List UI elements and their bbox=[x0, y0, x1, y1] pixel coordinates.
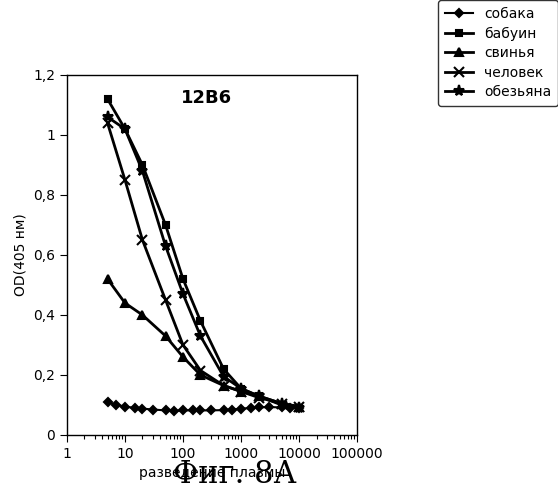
собака bbox=[180, 408, 186, 414]
обезьяна bbox=[255, 393, 262, 399]
собака bbox=[238, 406, 244, 411]
собака bbox=[197, 408, 204, 414]
человек bbox=[278, 400, 285, 406]
свинья bbox=[104, 276, 111, 282]
человек bbox=[162, 297, 169, 303]
свинья bbox=[255, 393, 262, 399]
Line: бабуин: бабуин bbox=[104, 96, 302, 411]
X-axis label: разведение плазмы: разведение плазмы bbox=[139, 466, 285, 480]
человек bbox=[238, 388, 244, 394]
бабуин bbox=[122, 126, 128, 132]
человек bbox=[255, 394, 262, 400]
собака bbox=[255, 404, 262, 410]
собака bbox=[266, 404, 272, 410]
обезьяна bbox=[180, 291, 186, 297]
человек bbox=[139, 237, 146, 243]
обезьяна bbox=[162, 243, 169, 249]
собака bbox=[296, 405, 302, 411]
бабуин bbox=[104, 96, 111, 102]
обезьяна bbox=[104, 114, 111, 120]
бабуин bbox=[197, 318, 204, 324]
обезьяна bbox=[197, 333, 204, 339]
человек bbox=[104, 120, 111, 126]
свинья bbox=[278, 400, 285, 406]
свинья bbox=[139, 312, 146, 318]
человек bbox=[197, 368, 204, 374]
бабуин bbox=[278, 402, 285, 408]
собака bbox=[190, 408, 196, 414]
собака bbox=[150, 406, 156, 412]
обезьяна bbox=[122, 126, 128, 132]
человек bbox=[220, 382, 227, 388]
обезьяна bbox=[238, 386, 244, 392]
собака bbox=[162, 408, 169, 414]
свинья bbox=[122, 300, 128, 306]
собака bbox=[132, 405, 138, 411]
свинья bbox=[238, 388, 244, 394]
человек bbox=[296, 404, 302, 409]
бабуин bbox=[255, 393, 262, 399]
человек bbox=[122, 177, 128, 183]
Line: обезьяна: обезьяна bbox=[102, 112, 305, 414]
собака bbox=[104, 399, 111, 405]
собака bbox=[278, 404, 285, 410]
обезьяна bbox=[296, 405, 302, 411]
свинья bbox=[296, 404, 302, 409]
Line: человек: человек bbox=[103, 118, 304, 412]
бабуин bbox=[238, 386, 244, 392]
собака bbox=[113, 402, 119, 408]
бабуин bbox=[296, 405, 302, 411]
обезьяна bbox=[139, 168, 146, 174]
Legend: собака, бабуин, свинья, человек, обезьяна: собака, бабуин, свинья, человек, обезьян… bbox=[438, 0, 558, 106]
собака bbox=[171, 408, 177, 414]
собака bbox=[122, 404, 128, 409]
Text: Фиг. 8А: Фиг. 8А bbox=[172, 459, 296, 490]
обезьяна bbox=[278, 400, 285, 406]
Text: 12B6: 12B6 bbox=[181, 90, 232, 108]
Y-axis label: OD(405 нм): OD(405 нм) bbox=[13, 214, 27, 296]
человек bbox=[180, 342, 186, 348]
собака bbox=[287, 405, 294, 411]
бабуин bbox=[162, 222, 169, 228]
бабуин bbox=[139, 162, 146, 168]
бабуин bbox=[180, 276, 186, 282]
собака bbox=[220, 407, 227, 413]
Line: собака: собака bbox=[105, 399, 302, 414]
свинья bbox=[180, 354, 186, 360]
обезьяна bbox=[220, 374, 227, 380]
Line: свинья: свинья bbox=[103, 275, 303, 410]
свинья bbox=[197, 372, 204, 378]
собака bbox=[248, 405, 254, 411]
собака bbox=[229, 406, 235, 412]
собака bbox=[208, 408, 214, 414]
бабуин bbox=[220, 366, 227, 372]
собака bbox=[139, 406, 146, 411]
свинья bbox=[162, 333, 169, 339]
свинья bbox=[220, 382, 227, 388]
